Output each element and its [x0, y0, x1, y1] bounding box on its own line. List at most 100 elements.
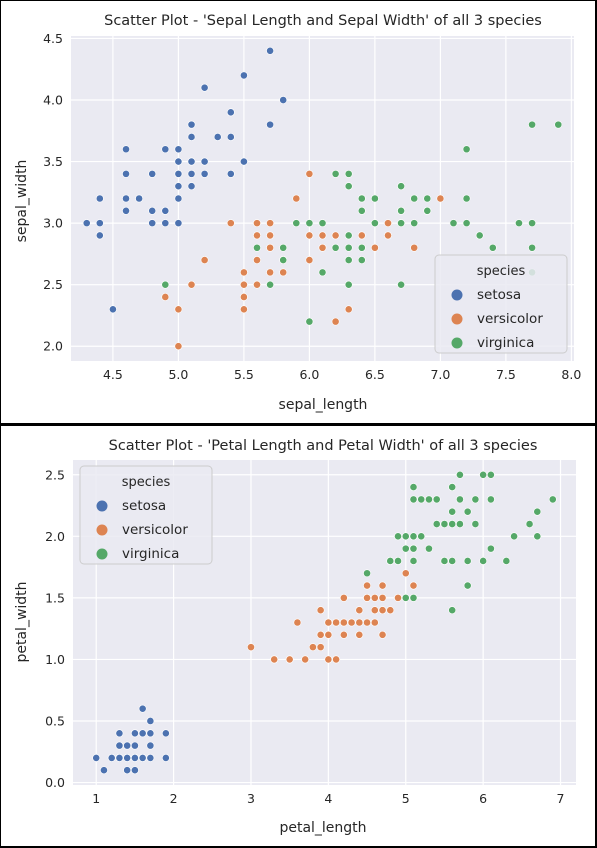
data-point-virginica — [409, 544, 418, 553]
y-tick-label: 1.5 — [45, 590, 65, 605]
data-point-setosa — [174, 169, 183, 178]
data-point-virginica — [463, 557, 472, 565]
data-point-versicolor — [378, 593, 387, 602]
data-point-versicolor — [324, 618, 333, 627]
data-point-setosa — [107, 754, 116, 762]
data-point-virginica — [456, 495, 464, 504]
data-point-setosa — [146, 729, 155, 738]
data-point-setosa — [148, 206, 157, 215]
y-tick-label: 2.5 — [45, 467, 65, 482]
data-point-virginica — [410, 194, 419, 203]
data-point-setosa — [100, 766, 108, 775]
y-tick-label: 2.0 — [45, 529, 65, 544]
data-point-versicolor — [357, 231, 366, 240]
data-point-setosa — [161, 145, 170, 154]
chart-title: Scatter Plot - 'Petal Length and Petal W… — [109, 438, 538, 454]
data-point-virginica — [462, 145, 471, 154]
x-tick-label: 6 — [479, 791, 487, 806]
data-point-versicolor — [266, 231, 275, 240]
data-point-versicolor — [240, 268, 248, 277]
data-point-setosa — [131, 754, 139, 762]
data-point-versicolor — [339, 618, 348, 627]
data-point-versicolor — [436, 194, 445, 203]
data-point-virginica — [386, 557, 395, 565]
data-point-versicolor — [339, 630, 348, 639]
data-point-setosa — [131, 729, 139, 738]
data-point-virginica — [533, 507, 542, 516]
data-point-virginica — [432, 520, 441, 528]
data-point-versicolor — [318, 231, 327, 240]
legend-label-versicolor: versicolor — [122, 522, 188, 538]
data-point-setosa — [200, 157, 209, 166]
y-tick-label: 1.0 — [45, 652, 65, 667]
data-point-setosa — [122, 206, 130, 215]
data-point-versicolor — [378, 630, 387, 639]
x-tick-label: 6.5 — [365, 367, 385, 382]
y-tick-label: 4.0 — [43, 93, 63, 108]
data-point-versicolor — [401, 569, 410, 578]
x-axis-label: sepal_length — [279, 397, 368, 413]
y-tick-label: 2.5 — [43, 277, 63, 292]
data-point-virginica — [410, 219, 419, 228]
x-tick-label: 5 — [402, 791, 410, 806]
data-point-setosa — [95, 219, 104, 228]
data-point-setosa — [187, 120, 196, 129]
data-point-virginica — [471, 495, 480, 504]
data-point-setosa — [122, 145, 130, 154]
data-point-setosa — [148, 169, 157, 178]
data-point-virginica — [357, 256, 366, 264]
data-point-virginica — [449, 219, 458, 228]
x-tick-label: 4.5 — [103, 367, 123, 382]
data-point-virginica — [331, 243, 340, 252]
data-point-setosa — [187, 182, 196, 191]
data-point-versicolor — [394, 593, 402, 602]
x-tick-label: 7.5 — [496, 367, 516, 382]
chart-title: Scatter Plot - 'Sepal Length and Sepal W… — [104, 13, 542, 29]
x-tick-label: 4 — [324, 791, 332, 806]
legend-label-versicolor: versicolor — [477, 311, 543, 327]
data-point-setosa — [148, 219, 157, 228]
data-point-virginica — [548, 495, 557, 504]
data-point-virginica — [409, 483, 418, 491]
chart-panel-petal: Scatter Plot - 'Petal Length and Petal W… — [1, 426, 595, 846]
data-point-virginica — [397, 280, 405, 289]
data-point-setosa — [174, 194, 183, 203]
data-point-versicolor — [324, 630, 333, 639]
data-point-virginica — [448, 483, 457, 491]
y-tick-label: 0.0 — [45, 775, 65, 790]
data-point-virginica — [161, 280, 170, 289]
data-point-setosa — [266, 46, 275, 55]
data-point-setosa — [240, 71, 248, 80]
y-tick-label: 0.5 — [45, 713, 65, 728]
data-point-versicolor — [253, 280, 261, 289]
data-point-virginica — [318, 219, 327, 228]
data-point-virginica — [432, 495, 441, 504]
data-point-setosa — [115, 741, 124, 750]
data-point-versicolor — [253, 219, 261, 228]
data-point-virginica — [486, 544, 495, 553]
y-tick-label: 3.0 — [43, 216, 63, 231]
data-point-versicolor — [226, 219, 235, 228]
data-point-virginica — [488, 243, 497, 252]
data-point-versicolor — [378, 581, 387, 590]
data-point-virginica — [318, 268, 327, 277]
data-point-versicolor — [240, 305, 248, 314]
data-point-versicolor — [355, 618, 364, 627]
data-point-virginica — [331, 169, 340, 178]
data-point-setosa — [123, 741, 132, 750]
data-point-virginica — [533, 532, 542, 541]
y-tick-label: 2.0 — [43, 339, 63, 354]
y-tick-label: 4.5 — [43, 31, 63, 46]
data-point-setosa — [138, 704, 147, 713]
data-point-versicolor — [316, 643, 325, 652]
data-point-virginica — [479, 557, 488, 565]
data-point-versicolor — [410, 243, 419, 252]
data-point-setosa — [123, 754, 132, 762]
data-point-setosa — [123, 766, 132, 775]
data-point-versicolor — [324, 655, 333, 664]
data-point-setosa — [146, 717, 155, 725]
data-point-virginica — [357, 243, 366, 252]
data-point-setosa — [174, 157, 183, 166]
data-point-versicolor — [293, 618, 302, 627]
petal-scatter-chart: Scatter Plot - 'Petal Length and Petal W… — [14, 438, 576, 836]
